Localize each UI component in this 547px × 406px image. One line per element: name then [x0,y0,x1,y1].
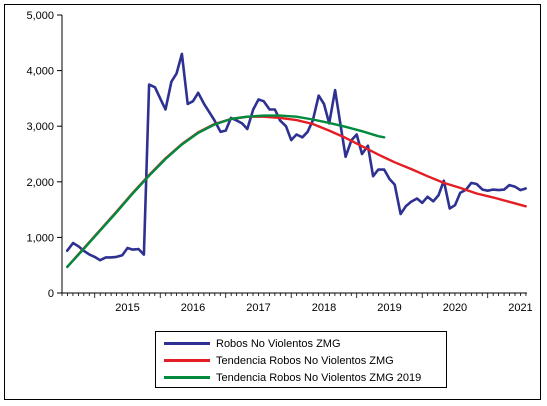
y-tick-label: 4,000 [26,66,54,78]
x-tick-label: 2015 [115,302,139,314]
line-chart: 0 1,000 2,000 3,000 4,000 5,000 2015 2016 2017 20… [26,10,532,314]
chart-frame: 0 1,000 2,000 3,000 4,000 5,000 2015 2016 2017 20… [4,4,541,400]
y-tick-label: 5,000 [26,10,54,22]
legend-swatch [164,342,210,345]
legend-swatch [164,376,210,379]
legend-item: Robos No Violentos ZMG [164,335,446,352]
y-tick-label: 0 [48,288,54,300]
x-tick-label: 2018 [312,302,336,314]
legend-label: Tendencia Robos No Violentos ZMG [216,354,394,367]
legend-label: Robos No Violentos ZMG [216,337,341,350]
legend-swatch [164,359,210,362]
y-tick-label: 1,000 [26,232,54,244]
series-layer [65,52,528,269]
chart-axes: 0 1,000 2,000 3,000 4,000 5,000 2015 2016 2017 20… [26,10,532,314]
series-line-robos [65,52,528,262]
y-tick-label: 3,000 [26,121,54,133]
legend-item: Tendencia Robos No Violentos ZMG 2019 [164,369,446,386]
x-tick-label: 2016 [181,302,205,314]
legend-item: Tendencia Robos No Violentos ZMG [164,352,446,369]
series-line-tendencia [66,115,527,269]
legend: Robos No Violentos ZMG Tendencia Robos N… [155,331,447,388]
y-tick-label: 2,000 [26,177,54,189]
x-tick-label: 2020 [443,302,467,314]
x-tick-label: 2021 [508,302,532,314]
legend-label: Tendencia Robos No Violentos ZMG 2019 [216,371,422,384]
series-line-tendencia-2019 [66,114,386,269]
x-tick-label: 2017 [246,302,270,314]
x-tick-label: 2019 [377,302,401,314]
